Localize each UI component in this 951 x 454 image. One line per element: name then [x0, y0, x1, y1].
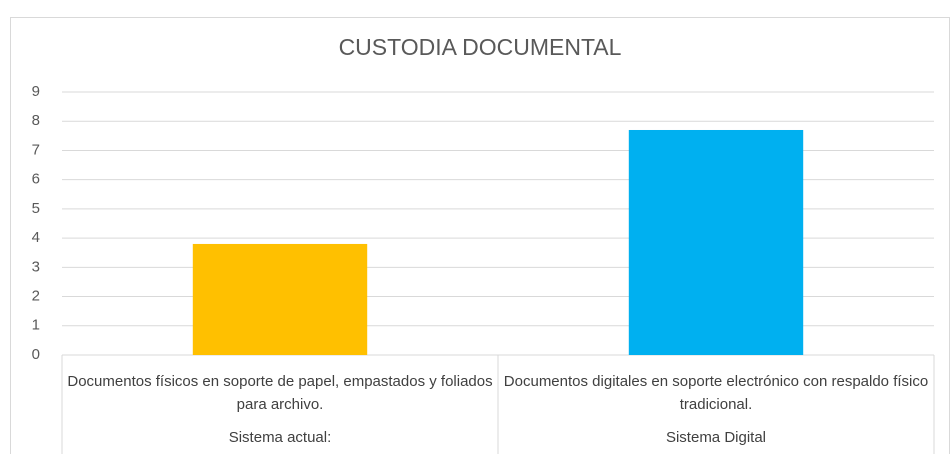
y-tick-label: 1 [32, 317, 40, 334]
x-tick-label: Documentos físicos en soporte de papel, … [67, 373, 493, 413]
y-tick-label: 9 [32, 83, 40, 100]
chart-title: CUSTODIA DOCUMENTAL [339, 34, 622, 60]
x-tick-label: Documentos digitales en soporte electrón… [503, 373, 929, 413]
bar [628, 129, 804, 355]
y-tick-label: 8 [32, 112, 40, 129]
y-tick-label: 2 [32, 288, 40, 305]
group-label: Sistema actual: [228, 429, 332, 446]
group-label: Sistema Digital [665, 429, 767, 446]
y-tick-label: 7 [32, 141, 40, 158]
y-tick-label: 6 [32, 171, 40, 188]
y-tick-label: 5 [32, 200, 40, 217]
y-tick-label: 3 [32, 258, 40, 275]
bar [192, 243, 368, 355]
y-tick-label: 4 [32, 229, 40, 246]
y-tick-label: 0 [32, 346, 40, 363]
